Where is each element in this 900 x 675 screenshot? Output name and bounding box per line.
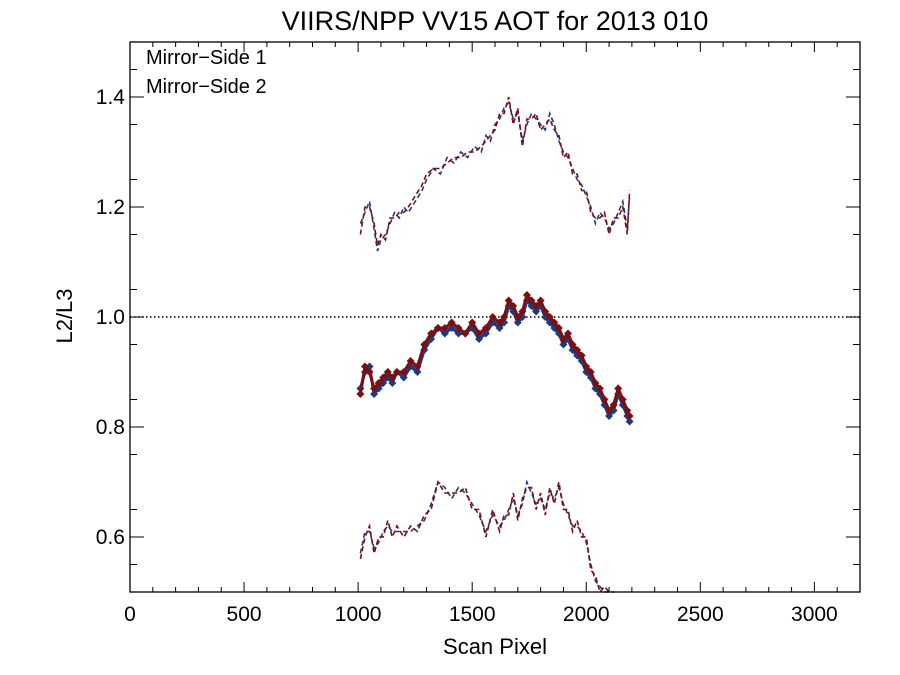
mirror-side-2-mean-point [550, 318, 559, 327]
mirror-side-2-mean-point [427, 329, 436, 338]
y-tick-label: 1.2 [96, 196, 125, 219]
mirror-side-2-mean-line [358, 291, 631, 417]
mirror-side-2-upper-line [359, 96, 631, 246]
mirror-side-2-mean-point [532, 302, 541, 310]
mirror-side-2-mean-point [577, 351, 586, 360]
x-axis-ticks: 0 500 1000 1500 2000 2500 3000 [124, 42, 838, 626]
plot-frame [129, 41, 861, 593]
x-tick-label: 1000 [335, 603, 382, 626]
mirror-side-2-mean-point [522, 291, 531, 299]
mirror-side-2-mean-point [420, 340, 429, 349]
mirror-side-2-mean-point [582, 362, 591, 371]
mirror-side-2-mean-point [614, 384, 623, 393]
y-tick-label: 0.6 [96, 526, 125, 549]
mirror-side-2-mean-point [392, 368, 401, 376]
mirror-side-2-mean-point [383, 368, 392, 376]
mirror-side-2-mean-point [568, 340, 577, 349]
mirror-side-2-mean-point [595, 384, 604, 393]
x-tick-label: 2500 [677, 603, 724, 626]
mirror-side-2-mean-point [564, 329, 572, 338]
mirror-side-2-mean-point [573, 346, 582, 354]
mirror-side-2-mean-point [504, 296, 513, 305]
mirror-side-2-mean-point [433, 324, 442, 332]
mirror-side-1-mean-point [440, 329, 449, 338]
mirror-side-1-mean-point [399, 373, 408, 382]
mirror-side-1-mean-point [532, 307, 541, 316]
mirror-side-1-mean-point [388, 379, 397, 387]
mirror-side-1-mean-point [605, 412, 614, 420]
mirror-side-2-mean-point [413, 362, 422, 371]
mirror-side-2-mean-point [527, 296, 536, 305]
mirror-side-1-mean-point [513, 318, 522, 327]
mirror-side-2-mean-point [586, 368, 595, 376]
mirror-side-2-mean-point [509, 302, 518, 310]
y-tick-label: 1.4 [96, 86, 126, 109]
mirror-side-2-mean-point [609, 401, 618, 409]
mirror-side-2-mean-point [591, 379, 600, 387]
mirror-side-1-mean-point [625, 417, 634, 426]
mirror-side-2-mean-point [388, 373, 397, 382]
mirror-side-2-mean-point [541, 307, 550, 316]
x-tick-label: 500 [227, 603, 262, 626]
mirror-side-2-mean-point [468, 318, 477, 327]
mirror-side-2-mean-point [379, 373, 388, 382]
mirror-side-2-mean-point [440, 324, 449, 332]
mirror-side-2-mean-point [536, 296, 545, 305]
mirror-side-2-mean-point [454, 324, 463, 332]
mirror-side-2-mean-point [545, 313, 554, 321]
mirror-side-2-mean-point [500, 313, 509, 321]
mirror-side-1-lower-line [359, 479, 614, 593]
mirror-side-2-mean-point [481, 324, 490, 332]
mirror-side-2-mean-point [488, 313, 497, 321]
mirror-side-2-mean-point [447, 318, 456, 327]
x-tick-label: 1500 [449, 603, 496, 626]
legend-entry-mirror-side-1: Mirror−Side 1 [146, 47, 267, 69]
mirror-side-2-mean-point [365, 368, 374, 376]
mirror-side-2-mean-point [554, 324, 563, 332]
mirror-side-2-mean-point [399, 368, 408, 376]
mirror-side-2-lower-line [359, 479, 614, 594]
mirror-side-2-mean-point [406, 357, 415, 365]
x-tick-label: 0 [124, 603, 136, 626]
chart-title: VIIRS/NPP VV15 AOT for 2013 010 [282, 6, 709, 36]
mirror-side-2-mean-point [461, 329, 470, 338]
mirror-side-1-mean-point [475, 335, 484, 343]
mirror-side-2-mean-point [605, 406, 614, 415]
y-axis-label: L2/L3 [52, 288, 77, 343]
plot-area [130, 96, 860, 594]
mirror-side-1-mean-point [559, 340, 568, 349]
mirror-side-2-mean-point [625, 412, 634, 420]
mirror-side-2-mean-point [513, 313, 522, 321]
mirror-side-2-mean-point [356, 390, 365, 398]
mirror-side-1-upper-line [359, 100, 631, 252]
mirror-side-1-mean-point [370, 390, 379, 398]
mirror-side-2-mean-point [495, 318, 504, 327]
mirror-side-2-mean-point [370, 384, 379, 393]
mirror-side-2-mean-point [360, 362, 369, 371]
mirror-side-2-mean-point [618, 395, 627, 404]
mirror-side-1-mean-point [413, 368, 422, 376]
legend-entry-mirror-side-2: Mirror−Side 2 [146, 76, 267, 98]
mirror-side-2-mean-point [600, 395, 609, 404]
mirror-side-2-mean-point [559, 335, 568, 343]
mirror-side-2-mean-point [518, 307, 527, 316]
y-tick-label: 1.0 [96, 306, 125, 329]
mirror-side-2-mean-point [475, 329, 484, 338]
x-tick-label: 2000 [563, 603, 610, 626]
x-axis-label: Scan Pixel [443, 634, 547, 659]
y-axis-ticks: 0.6 0.8 1.0 1.2 1.4 [96, 69, 860, 565]
x-tick-label: 3000 [791, 603, 838, 626]
y-tick-label: 0.8 [96, 416, 125, 439]
mirror-side-1-mean-point [495, 324, 504, 332]
mirror-side-2-mean-point [374, 379, 383, 387]
